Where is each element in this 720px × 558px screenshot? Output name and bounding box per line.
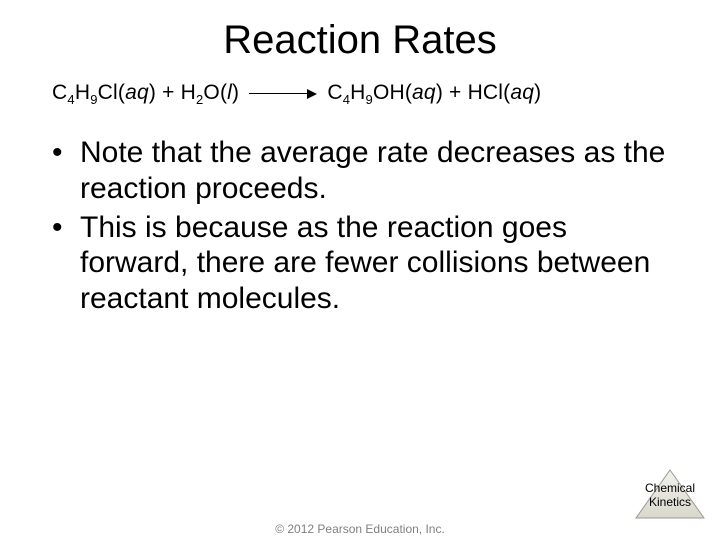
bullet-marker: • xyxy=(52,210,80,316)
state: aq xyxy=(510,81,534,104)
subscript: 9 xyxy=(366,92,373,107)
elem: H xyxy=(75,81,90,104)
slide: Reaction Rates C4H9Cl(aq) + H2O(l) C4H9O… xyxy=(0,18,720,558)
product-1: C4H9OH(aq) xyxy=(327,81,443,104)
elem: C xyxy=(52,81,67,104)
bullet-list: • Note that the average rate decreases a… xyxy=(52,135,678,316)
reactant-1: C4H9Cl(aq) xyxy=(52,81,156,104)
elem: Cl xyxy=(98,81,118,104)
subscript: 9 xyxy=(90,92,97,107)
plus: + xyxy=(443,81,468,104)
badge-line-1: Chemical xyxy=(634,482,706,496)
subscript: 4 xyxy=(343,92,350,107)
subscript: 4 xyxy=(67,92,74,107)
elem: HCl xyxy=(468,81,504,104)
badge-label: Chemical Kinetics xyxy=(634,482,706,510)
elem: OH xyxy=(373,81,405,104)
bullet-text: Note that the average rate decreases as … xyxy=(80,135,678,206)
bullet-text: This is because as the reaction goes for… xyxy=(80,210,678,316)
state: aq xyxy=(125,81,149,104)
bullet-marker: • xyxy=(52,135,80,206)
elem: C xyxy=(327,81,342,104)
topic-badge: Chemical Kinetics xyxy=(634,468,706,520)
bullet-item: • This is because as the reaction goes f… xyxy=(52,210,678,316)
copyright-text: © 2012 Pearson Education, Inc. xyxy=(0,522,720,536)
state: l xyxy=(227,81,232,104)
reaction-arrow xyxy=(249,81,317,105)
reactant-2: H2O(l) xyxy=(181,81,240,104)
plus: + xyxy=(156,81,181,104)
elem: O xyxy=(203,81,220,104)
elem: H xyxy=(181,81,196,104)
bullet-item: • Note that the average rate decreases a… xyxy=(52,135,678,206)
state: aq xyxy=(412,81,436,104)
slide-title: Reaction Rates xyxy=(0,18,720,63)
product-2: HCl(aq) xyxy=(468,81,542,104)
badge-line-2: Kinetics xyxy=(634,496,706,510)
reaction-equation: C4H9Cl(aq) + H2O(l) C4H9OH(aq) + HCl(aq) xyxy=(52,81,720,107)
elem: H xyxy=(350,81,365,104)
